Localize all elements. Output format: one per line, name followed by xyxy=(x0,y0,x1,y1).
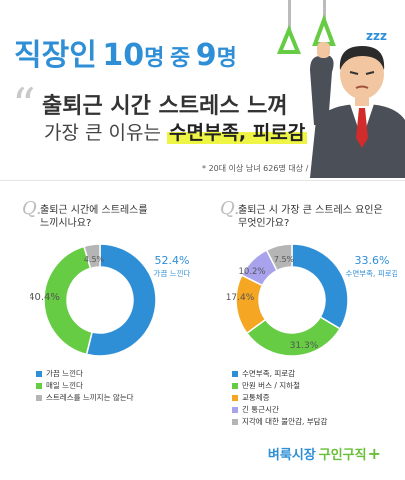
subheadline: 출퇴근 시간 스트레스 느껴 xyxy=(42,94,288,119)
subheadline-reason: 가장 큰 이유는 수면부족, 피로감 xyxy=(44,118,308,145)
donut-2-label-4: 7.5% xyxy=(274,255,295,264)
raised-arm xyxy=(310,56,334,125)
legend-2-swatch-0 xyxy=(232,370,238,377)
legend-2-item-3: 긴 통근시간 xyxy=(232,404,279,415)
brand-logo: 벼룩시장 구인구직+ xyxy=(268,444,381,463)
mouth xyxy=(355,85,369,89)
reason-highlight: 수면부족, 피로감 xyxy=(167,122,308,144)
strap-handle-right xyxy=(312,14,336,46)
source-note: * 20대 이상 남녀 626명 대상 / 벼룩시장구인구직 조사 xyxy=(202,164,387,173)
donut-chart-stress-factors: 33.6% 31.3% 17.4% 10.2% 7.5% 수면부족, 피로감 xyxy=(226,243,397,357)
legend-2-swatch-1 xyxy=(232,382,238,389)
donut-chart-stress-frequency: 52.4% 40.4% 4.5% 가끔 느낀다 xyxy=(30,243,190,357)
legend-2-item-2: 교통체증 xyxy=(232,392,270,403)
sleep-zzz-text: zzz xyxy=(366,29,387,43)
headline-mid: 중 xyxy=(169,46,191,71)
legend-2-text-1: 만원 버스 / 지하철 xyxy=(242,381,300,390)
legend-1-text-1: 매일 느낀다 xyxy=(46,381,83,390)
logo-part-1: 벼룩시장 xyxy=(267,448,316,463)
legend-2-text-3: 긴 통근시간 xyxy=(242,405,279,414)
quote-mark-icon: “ xyxy=(12,78,36,132)
question-1-line1: 출퇴근 시간에 스트레스를 xyxy=(40,205,148,216)
headline-unit: 명 xyxy=(144,46,165,71)
donut-2-segment-4 xyxy=(265,243,293,272)
legend-2-text-4: 지각에 대한 불안감, 부담감 xyxy=(242,417,328,426)
headline: 직장인 10명 중 9명 xyxy=(14,30,237,74)
strap-handle-left xyxy=(277,24,301,54)
question-2-line2: 무엇인가요? xyxy=(238,218,290,229)
headline-word: 직장인 xyxy=(14,38,97,73)
question-1-text: 출퇴근 시간에 스트레스를 느끼시나요? xyxy=(40,204,148,230)
commuter-illustration: zzz xyxy=(277,0,405,178)
strap-pole-right xyxy=(323,0,326,20)
donut-1-segment-0 xyxy=(85,243,157,357)
headline-number-9: 9 xyxy=(195,38,217,73)
legend-1-swatch-1 xyxy=(36,382,42,389)
hand xyxy=(317,42,330,58)
divider xyxy=(0,180,405,181)
donut-2-label-1: 31.3% xyxy=(290,341,319,351)
donut-1-segment-2 xyxy=(83,243,101,270)
donut-1-label-2: 4.5% xyxy=(84,255,105,264)
question-2-label: Q. xyxy=(220,198,240,219)
legend-1-swatch-0 xyxy=(36,370,42,377)
donut-2-label-0: 33.6% xyxy=(355,254,390,267)
question-2-text: 출퇴근 시 가장 큰 스트레스 요인은 무엇인가요? xyxy=(238,204,383,230)
reason-prefix: 가장 큰 이유는 xyxy=(44,122,161,144)
legend-2-item-0: 수면부족, 피로감 xyxy=(232,368,295,379)
question-1-label: Q. xyxy=(22,198,42,219)
question-1-line2: 느끼시나요? xyxy=(40,218,92,229)
legend-2-text-0: 수면부족, 피로감 xyxy=(242,369,296,378)
legend-2-item-4: 지각에 대한 불안감, 부담감 xyxy=(232,416,327,427)
donut-2-label-2: 17.4% xyxy=(226,293,255,303)
logo-plus-icon: + xyxy=(367,444,381,463)
donut-1-label-0: 52.4% xyxy=(155,254,190,267)
legend-1-text-2: 스트레스를 느끼지는 않는다 xyxy=(46,393,134,402)
legend-1-text-0: 가끔 느낀다 xyxy=(46,369,83,378)
headline-unit-2: 명 xyxy=(216,46,237,71)
headline-number-10: 10 xyxy=(102,38,145,73)
legend-2-swatch-2 xyxy=(232,394,238,401)
donut-1-callout: 가끔 느낀다 xyxy=(154,268,190,278)
legend-2-swatch-3 xyxy=(232,406,238,413)
legend-2-text-2: 교통체증 xyxy=(242,393,270,402)
donut-2-label-3: 10.2% xyxy=(238,267,265,277)
right-eye xyxy=(365,71,375,75)
question-2-line1: 출퇴근 시 가장 큰 스트레스 요인은 xyxy=(238,205,383,216)
legend-1-item-2: 스트레스를 느끼지는 않는다 xyxy=(36,392,134,403)
donut-2-callout: 수면부족, 피로감 xyxy=(345,268,397,278)
legend-1-swatch-2 xyxy=(36,394,42,401)
strap-pole-left xyxy=(288,0,291,30)
logo-part-2: 구인구직 xyxy=(318,448,367,463)
hair xyxy=(339,46,385,70)
left-eye xyxy=(349,71,359,75)
legend-2-item-1: 만원 버스 / 지하철 xyxy=(232,380,300,391)
donut-1-segment-1 xyxy=(43,245,93,356)
suit-body xyxy=(310,104,405,178)
legend-1-item-0: 가끔 느낀다 xyxy=(36,368,83,379)
necktie xyxy=(356,108,368,148)
legend-2-swatch-4 xyxy=(232,418,238,425)
legend-1-item-1: 매일 느낀다 xyxy=(36,380,83,391)
donut-1-label-1: 40.4% xyxy=(30,292,60,303)
face xyxy=(340,49,384,99)
